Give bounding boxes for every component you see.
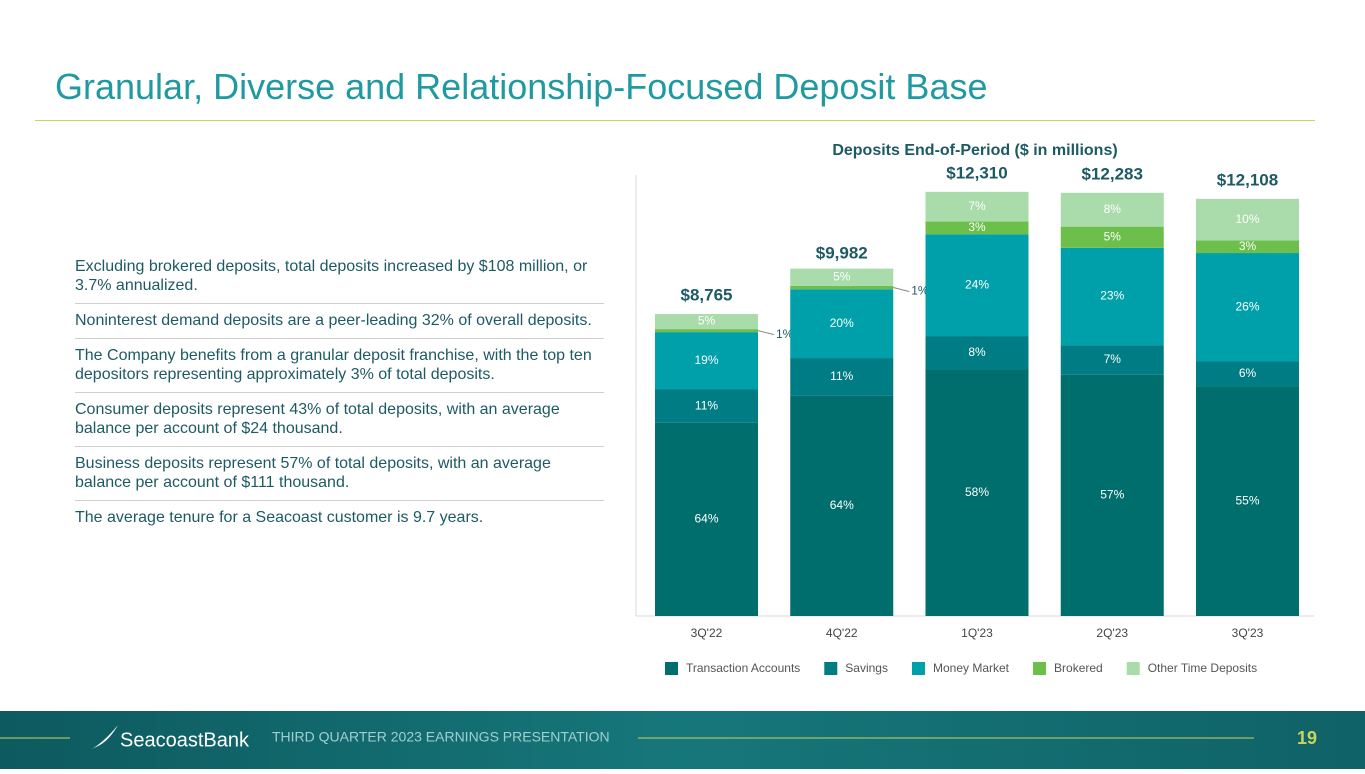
bullet: The average tenure for a Seacoast custom…	[75, 509, 484, 526]
segment-label: 58%	[965, 485, 989, 499]
x-tick-label: 4Q'22	[826, 626, 858, 640]
total-label: $12,283	[1082, 164, 1143, 183]
bullet-list: Excluding brokered deposits, total depos…	[75, 256, 604, 541]
segment-label: 24%	[965, 277, 989, 291]
segment-label: 11%	[830, 369, 853, 383]
bar-segment	[655, 332, 758, 390]
bar-segment	[655, 314, 758, 330]
bar-segment	[1060, 247, 1164, 346]
x-tick-label: 3Q'23	[1232, 626, 1264, 640]
bar-segment	[1060, 345, 1164, 375]
segment-label: 3%	[968, 220, 986, 234]
bar-segment	[1196, 253, 1299, 362]
segment-label: 64%	[694, 512, 718, 526]
segment-label: 11%	[695, 398, 718, 412]
segment-label: 64%	[830, 498, 854, 512]
chart-title: Deposits End-of-Period ($ in millions)	[832, 142, 1117, 159]
slide-title: Granular, Diverse and Relationship-Focus…	[55, 66, 988, 107]
legend-label: Transaction Accounts	[686, 661, 800, 675]
bar-segment	[790, 268, 894, 286]
segment-label: 1%	[911, 284, 929, 298]
leader-line	[893, 287, 910, 293]
bullet: Business deposits represent 57% of total…	[75, 453, 604, 501]
bar-segment	[925, 191, 1029, 222]
legend-label: Money Market	[933, 661, 1010, 675]
legend-label: Other Time Deposits	[1148, 661, 1257, 675]
legend-swatch	[824, 662, 838, 675]
bar-segment	[925, 369, 1029, 616]
segment-label: 5%	[833, 269, 851, 283]
segment-label: 23%	[1100, 289, 1124, 303]
bar-segment	[1196, 240, 1299, 254]
x-tick-label: 3Q'22	[691, 626, 723, 640]
bar-segment	[1196, 198, 1299, 241]
segment-label: 7%	[1104, 352, 1122, 366]
bar-segment	[655, 329, 758, 333]
bar-segment	[925, 221, 1029, 235]
x-tick-label: 1Q'23	[961, 626, 993, 640]
bullet: Noninterest demand deposits are a peer-l…	[75, 310, 604, 339]
chart: Deposits End-of-Period ($ in millions) 6…	[635, 142, 1314, 675]
segment-label: 8%	[968, 345, 986, 359]
bullet: Excluding brokered deposits, total depos…	[75, 256, 604, 304]
page-number: 19	[1297, 728, 1317, 748]
bar-segment	[925, 234, 1029, 337]
legend-swatch	[911, 662, 925, 675]
title-rule	[35, 120, 1315, 121]
bar-segment	[790, 395, 894, 616]
brand: SeacoastBank	[120, 729, 250, 751]
total-label: $8,765	[681, 285, 733, 304]
total-label: $12,310	[946, 163, 1007, 182]
segment-label: 57%	[1100, 488, 1124, 502]
bar-segment	[925, 336, 1029, 370]
segment-label: 20%	[830, 316, 854, 330]
bar-segment	[1060, 192, 1164, 227]
legend-swatch	[1033, 662, 1047, 675]
legend-label: Brokered	[1054, 661, 1103, 675]
bar-segment	[1060, 374, 1164, 616]
segment-label: 6%	[1239, 366, 1257, 380]
footer: SeacoastBank THIRD QUARTER 2023 EARNINGS…	[0, 711, 1365, 769]
segment-label: 3%	[1239, 239, 1257, 253]
segment-label: 55%	[1235, 493, 1259, 507]
leader-line	[757, 330, 775, 336]
legend-swatch	[665, 662, 678, 675]
bar-segment	[790, 285, 894, 290]
bar-segment	[655, 422, 758, 616]
segment-label: 5%	[1104, 229, 1122, 243]
footer-graphic: SeacoastBank THIRD QUARTER 2023 EARNINGS…	[0, 725, 1317, 751]
segment-label: 10%	[1235, 212, 1259, 226]
bar-segment	[1196, 386, 1299, 616]
bar-segment	[1060, 226, 1164, 248]
segment-label: 7%	[968, 199, 986, 213]
bar-segment	[790, 358, 894, 396]
segment-label: 5%	[698, 314, 716, 328]
total-label: $12,108	[1217, 170, 1278, 189]
bar-segment	[790, 289, 894, 359]
legend-label: Savings	[845, 661, 888, 675]
segment-label: 8%	[1104, 202, 1122, 216]
segment-label: 19%	[694, 353, 718, 367]
bar-segment	[655, 389, 758, 423]
legend-swatch	[1126, 662, 1140, 675]
bar-segment	[1196, 361, 1299, 387]
segment-label: 1%	[776, 327, 794, 341]
footer-subtitle: THIRD QUARTER 2023 EARNINGS PRESENTATION	[272, 729, 610, 745]
bullet: Consumer deposits represent 43% of total…	[75, 399, 604, 447]
segment-label: 26%	[1235, 299, 1259, 313]
total-label: $9,982	[816, 244, 868, 263]
x-tick-label: 2Q'23	[1096, 626, 1128, 640]
bullet: The Company benefits from a granular dep…	[75, 345, 604, 393]
logo-icon	[92, 725, 118, 749]
